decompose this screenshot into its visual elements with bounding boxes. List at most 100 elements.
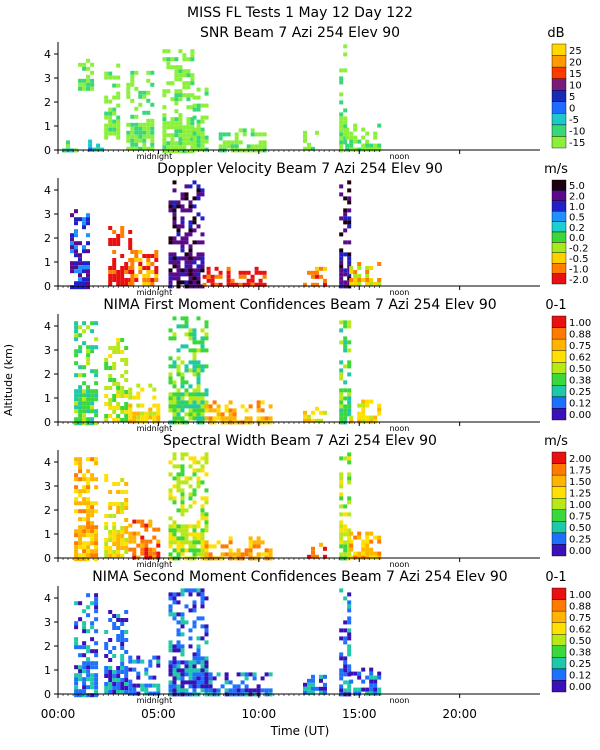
- echo-cell: [180, 544, 185, 549]
- echo-cell: [196, 264, 201, 269]
- echo-cell: [216, 672, 221, 677]
- colorbar-swatch: [551, 136, 567, 149]
- echo-cell: [192, 536, 197, 541]
- echo-cell: [200, 672, 205, 677]
- echo-cell: [124, 394, 129, 398]
- echo-cell: [108, 282, 113, 286]
- echo-cell: [150, 118, 155, 123]
- echo-cell: [112, 522, 117, 526]
- echo-cell: [78, 477, 83, 482]
- echo-cell: [230, 278, 235, 283]
- echo-cell: [357, 671, 362, 676]
- echo-cell: [120, 618, 125, 622]
- echo-cell: [116, 91, 121, 96]
- echo-cell: [156, 407, 161, 412]
- echo-cell: [353, 127, 358, 132]
- echo-cell: [174, 93, 179, 98]
- echo-cell: [108, 402, 113, 406]
- echo-cell: [74, 349, 79, 354]
- echo-cell: [307, 142, 311, 147]
- echo-cell: [188, 676, 193, 681]
- echo-cell: [339, 248, 344, 253]
- echo-cell: [172, 524, 177, 529]
- echo-cell: [82, 417, 87, 422]
- echo-cell: [74, 673, 79, 678]
- echo-cell: [190, 117, 195, 122]
- echo-cell: [184, 660, 189, 665]
- echo-cell: [339, 524, 344, 529]
- echo-cell: [190, 93, 195, 98]
- echo-cell: [124, 490, 129, 494]
- echo-cell: [74, 245, 78, 250]
- echo-cell: [174, 97, 179, 102]
- echo-cell: [200, 252, 205, 257]
- echo-cell: [116, 342, 121, 346]
- echo-cell: [78, 693, 83, 698]
- echo-cell: [156, 527, 161, 532]
- echo-cell: [82, 609, 87, 614]
- echo-cell: [184, 604, 189, 609]
- echo-cell: [108, 546, 113, 550]
- echo-cell: [204, 472, 209, 477]
- x-tick-label: 20:00: [442, 707, 477, 721]
- echo-cell: [377, 262, 382, 266]
- echo-cell: [204, 680, 209, 685]
- echo-cell: [204, 139, 209, 144]
- echo-cell: [339, 272, 344, 277]
- echo-cell: [78, 553, 83, 558]
- echo-cell: [176, 476, 181, 481]
- echo-cell: [82, 681, 87, 686]
- echo-cell: [357, 266, 362, 270]
- echo-cell: [162, 49, 167, 54]
- echo-cell: [244, 688, 249, 693]
- echo-cell: [150, 254, 155, 258]
- echo-cell: [162, 113, 167, 118]
- echo-cell: [140, 403, 145, 408]
- panel-title: NIMA First Moment Confidences Beam 7 Azi…: [103, 297, 496, 313]
- echo-cell: [176, 660, 181, 665]
- echo-cell: [182, 57, 187, 62]
- echo-cell: [192, 328, 197, 333]
- echo-cell: [120, 630, 125, 634]
- echo-cell: [74, 261, 78, 266]
- echo-cell: [74, 217, 78, 222]
- y-tick-label: 1: [44, 528, 51, 541]
- echo-cell: [74, 689, 79, 694]
- echo-cell: [192, 256, 197, 261]
- echo-cell: [172, 336, 177, 341]
- echo-cell: [154, 258, 159, 262]
- echo-cell: [365, 551, 370, 556]
- echo-cell: [78, 365, 83, 370]
- echo-cell: [82, 389, 87, 394]
- echo-cell: [86, 357, 91, 362]
- echo-cell: [192, 336, 197, 341]
- echo-cell: [152, 415, 157, 420]
- echo-cell: [176, 688, 181, 693]
- echo-cell: [90, 505, 95, 510]
- echo-cell: [108, 127, 113, 132]
- echo-cell: [82, 489, 87, 494]
- echo-cell: [172, 220, 177, 225]
- echo-cell: [347, 388, 352, 393]
- echo-cell: [132, 659, 137, 664]
- y-tick-label: 3: [44, 72, 51, 85]
- echo-cell: [184, 240, 189, 245]
- echo-cell: [112, 550, 117, 554]
- echo-cell: [90, 349, 95, 354]
- echo-cell: [230, 140, 235, 145]
- echo-cell: [343, 680, 348, 685]
- echo-cell: [86, 401, 91, 406]
- echo-cell: [200, 480, 205, 485]
- echo-cell: [74, 601, 79, 606]
- echo-cell: [258, 282, 263, 287]
- echo-cell: [347, 404, 352, 409]
- echo-cell: [86, 517, 91, 522]
- echo-cell: [365, 282, 370, 286]
- echo-cell: [116, 506, 121, 510]
- echo-cell: [82, 677, 87, 682]
- echo-cell: [112, 398, 117, 402]
- echo-cell: [74, 325, 79, 330]
- echo-cell: [176, 612, 181, 617]
- colorbar-label: 0.25: [569, 659, 591, 670]
